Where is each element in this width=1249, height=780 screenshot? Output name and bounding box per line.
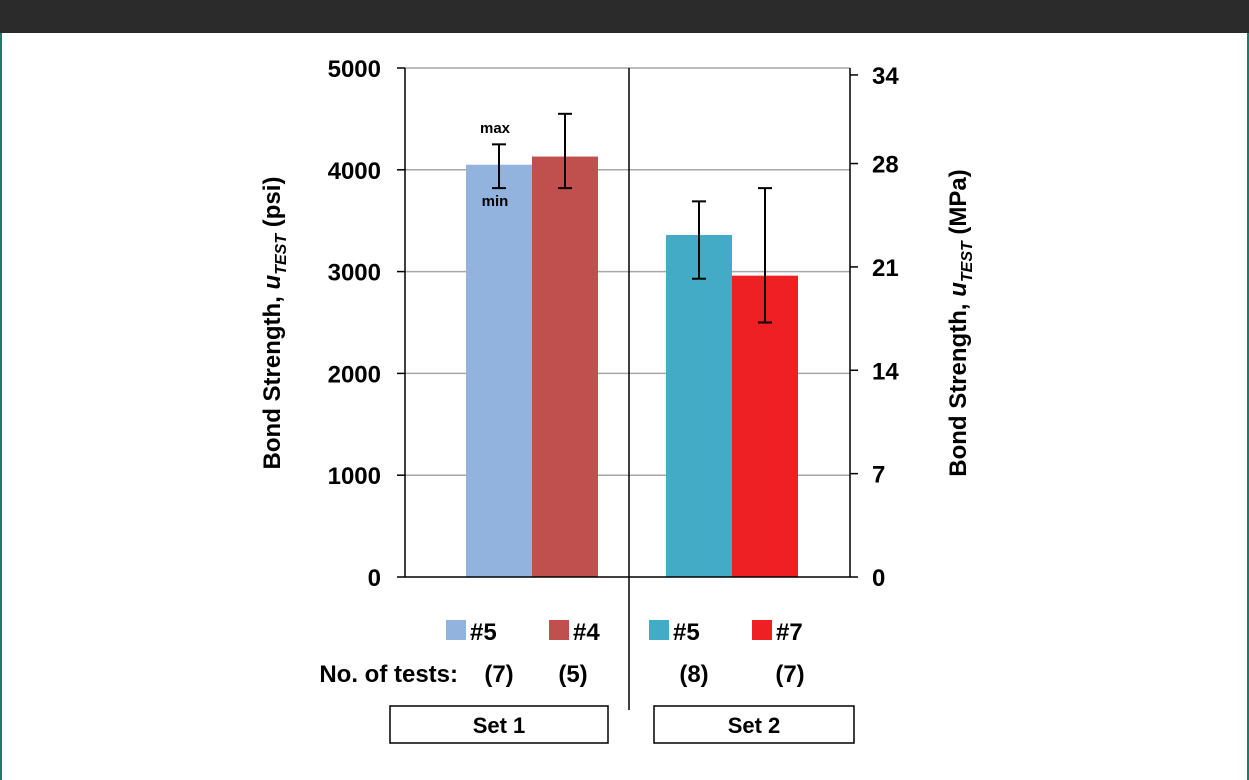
annotation-max: max: [480, 120, 511, 137]
left-tick-label: 1000: [328, 463, 381, 490]
set-2-box: [653, 705, 855, 744]
tests-count-4: (7): [775, 661, 804, 688]
bar-1: [466, 164, 532, 577]
top-bar: [0, 0, 1249, 33]
right-tick-label: 0: [872, 565, 885, 592]
legend-swatch-1: [446, 620, 466, 640]
right-tick-label: 28: [872, 152, 899, 179]
legend-label-3: #5: [673, 619, 700, 646]
bar-2: [532, 156, 598, 578]
tests-count-3: (8): [679, 661, 708, 688]
right-tick-label: 7: [872, 462, 885, 489]
tests-count-1: (7): [484, 661, 513, 688]
set-2-label: Set 2: [728, 713, 781, 738]
bar-3: [666, 234, 732, 577]
left-tick-label: 5000: [328, 56, 381, 83]
left-tick-label: 2000: [328, 361, 381, 388]
left-tick-label: 4000: [328, 158, 381, 185]
legend-swatch-2: [549, 620, 569, 640]
error-bars: [492, 112, 772, 324]
right-axis-ticks: 0 7 14 21 28 34: [850, 63, 899, 592]
figure-frame: [0, 33, 1249, 780]
right-axis-title: Bond Strength, uTEST (MPa): [945, 169, 976, 477]
tests-count-2: (5): [558, 661, 587, 688]
left-tick-label: 0: [368, 565, 381, 592]
set-1-label: Set 1: [473, 713, 526, 738]
bars: [466, 156, 798, 578]
legend-label-2: #4: [573, 619, 600, 646]
tests-label: No. of tests:: [319, 661, 458, 688]
left-tick-label: 3000: [328, 260, 381, 287]
legend-swatch-4: [752, 620, 772, 640]
left-axis-title: Bond Strength, uTEST (psi): [259, 177, 290, 470]
legend-swatch-3: [649, 620, 669, 640]
right-tick-label: 21: [872, 255, 899, 282]
set-1-box: [389, 705, 609, 744]
legend-label-4: #7: [776, 619, 803, 646]
bar-4: [732, 275, 798, 577]
legend: #5 #4 #5 #7: [446, 619, 803, 646]
right-tick-label: 34: [872, 63, 899, 90]
legend-label-1: #5: [470, 619, 497, 646]
axes: [404, 68, 851, 710]
tests-counts: (7) (5) (8) (7): [484, 661, 804, 688]
right-tick-label: 14: [872, 358, 899, 385]
annotation-min: min: [482, 193, 509, 210]
left-axis-ticks: 0 1000 2000 3000 4000 5000: [328, 56, 405, 592]
